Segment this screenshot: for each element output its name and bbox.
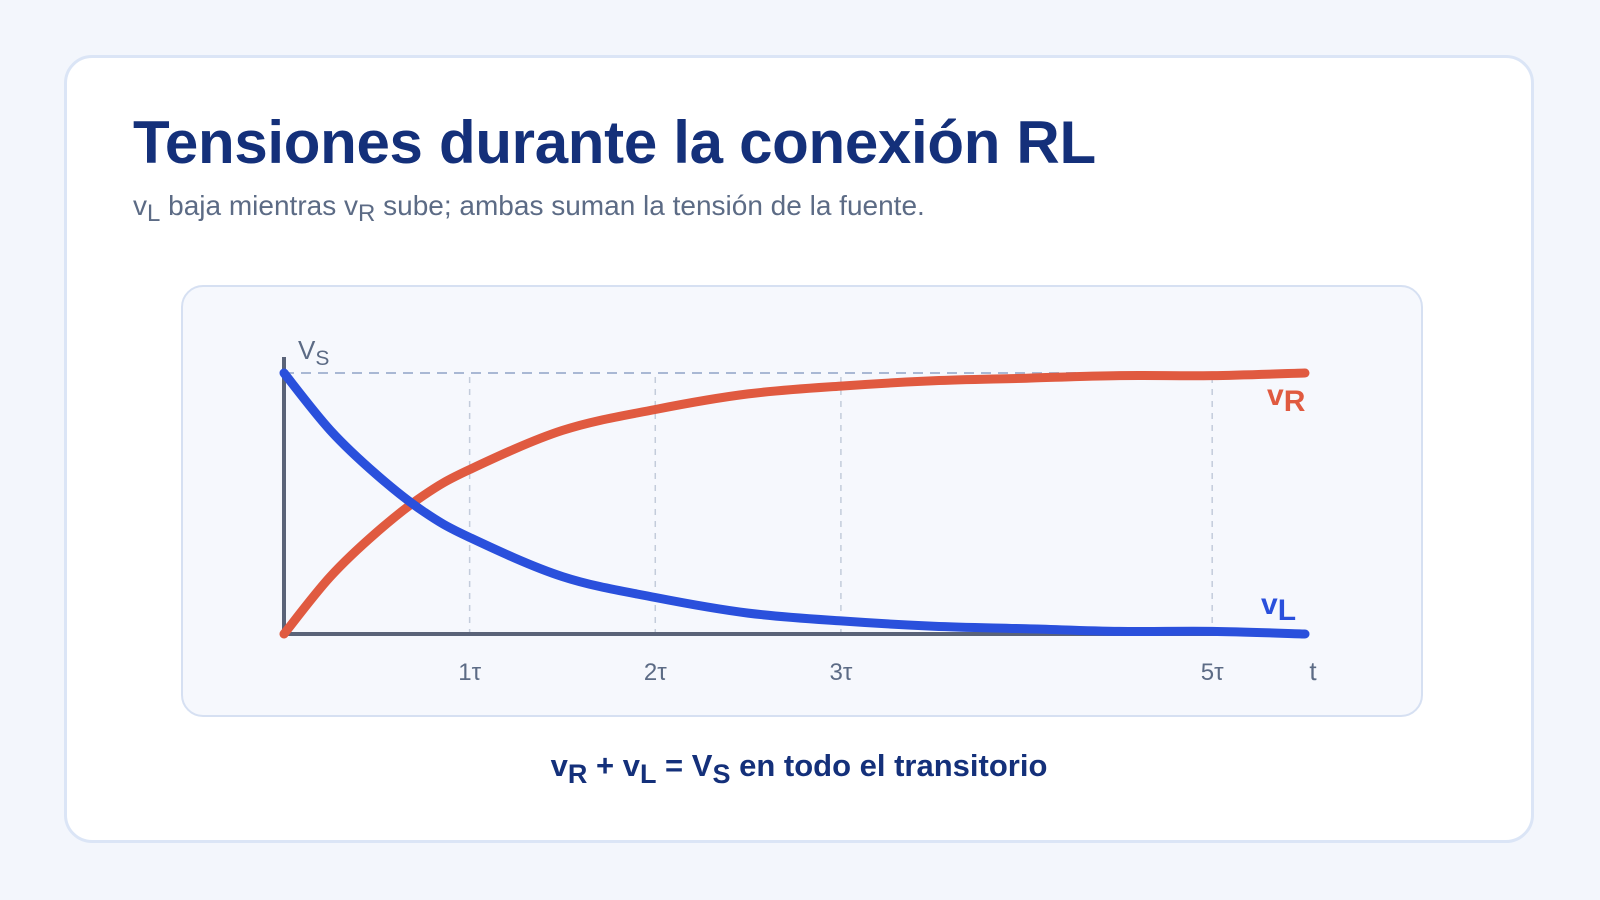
line-chart: VS 1τ 2τ 3τ 5τ t vR vL bbox=[279, 335, 1317, 686]
content-card: Tensiones durante la conexión RL vL baja… bbox=[64, 55, 1534, 843]
x-tick-label-0: 1τ bbox=[458, 659, 481, 686]
equation-vr: vR bbox=[550, 748, 588, 789]
equation-plus: + bbox=[587, 748, 623, 783]
subtitle-text-2: sube; ambas suman la tensión de la fuent… bbox=[375, 190, 925, 221]
equation-tail-text: en todo el transitorio bbox=[730, 748, 1048, 783]
equation-vs: VS bbox=[691, 748, 731, 789]
subtitle-text-1: baja mientras bbox=[160, 190, 344, 221]
x-axis-label: t bbox=[1309, 656, 1317, 686]
kvl-equation: vR + vL = VS en todo el transitorio bbox=[67, 748, 1531, 790]
x-tick-label-2: 3τ bbox=[829, 659, 852, 686]
page-title: Tensiones durante la conexión RL bbox=[133, 109, 1096, 176]
plot-panel: VS 1τ 2τ 3τ 5τ t vR vL bbox=[181, 285, 1423, 717]
series-label-vr: vR bbox=[1267, 379, 1306, 418]
x-tick-label-3: 5τ bbox=[1201, 659, 1224, 686]
subtitle-vl-symbol: vL bbox=[133, 190, 161, 227]
equation-equals: = bbox=[656, 748, 692, 783]
subtitle: vL baja mientras vR sube; ambas suman la… bbox=[133, 190, 925, 228]
equation-vl: vL bbox=[622, 748, 657, 789]
x-tick-label-1: 2τ bbox=[644, 659, 667, 686]
series-label-vl: vL bbox=[1261, 588, 1296, 627]
series-line-vr bbox=[279, 368, 1310, 639]
series-line-vl bbox=[279, 368, 1310, 639]
y-axis-label-vs: VS bbox=[298, 335, 329, 370]
subtitle-vr-symbol: vR bbox=[344, 190, 376, 227]
